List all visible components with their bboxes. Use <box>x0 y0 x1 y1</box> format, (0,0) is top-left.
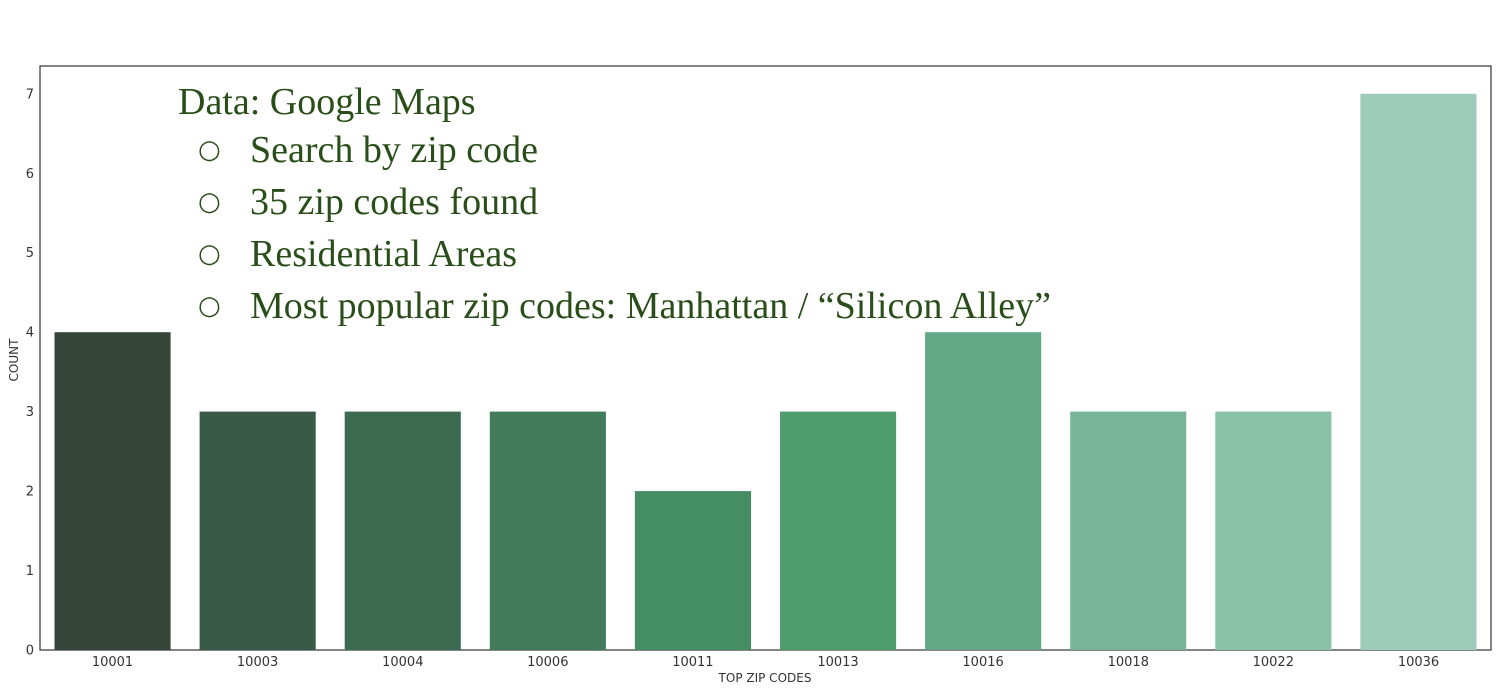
bullet-list: ○ Search by zip code ○ 35 zip codes found … <box>178 124 1051 332</box>
bar-10006 <box>489 411 606 650</box>
bullet-marker: ○ <box>198 239 221 269</box>
bullet-marker: ○ <box>198 291 221 321</box>
x-tick-label: 10022 <box>1253 655 1294 670</box>
bar-10018 <box>1070 411 1187 650</box>
y-tick-label: 5 <box>26 246 34 261</box>
bullet-marker: ○ <box>198 187 221 217</box>
bullet-item: ○ Search by zip code <box>178 124 1051 176</box>
bullet-marker: ○ <box>198 135 221 165</box>
bar-10016 <box>925 332 1042 650</box>
bullet-text: Most popular zip codes: Manhattan / “Sil… <box>250 285 1052 327</box>
y-tick-label: 3 <box>26 405 34 420</box>
y-tick-label: 0 <box>26 644 34 659</box>
bullet-item: ○ 35 zip codes found <box>178 176 1051 228</box>
bar-10011 <box>634 491 751 650</box>
y-tick-label: 2 <box>26 485 34 500</box>
x-tick-label: 10001 <box>92 655 133 670</box>
x-axis-label: TOP ZIP CODES <box>718 671 812 685</box>
bullet-text: Residential Areas <box>250 233 517 275</box>
x-tick-label: 10036 <box>1398 655 1439 670</box>
bar-10036 <box>1360 93 1477 651</box>
x-tick-label: 10016 <box>962 655 1003 670</box>
bullet-item: ○ Residential Areas <box>178 228 1051 280</box>
x-tick-label: 10006 <box>527 655 568 670</box>
y-tick-label: 4 <box>26 326 34 341</box>
bar-10013 <box>780 411 897 650</box>
bullet-text: Search by zip code <box>250 129 539 171</box>
bar-10022 <box>1215 411 1332 650</box>
plot-frame <box>39 65 1492 651</box>
bullet-text: 35 zip codes found <box>250 181 539 223</box>
overlay-heading: Data: Google Maps <box>178 81 476 123</box>
bullet-item: ○ Most popular zip codes: Manhattan / “Si… <box>178 280 1051 332</box>
x-tick-label: 10011 <box>672 655 713 670</box>
y-tick-label: 6 <box>26 167 34 182</box>
x-tick-label: 10003 <box>237 655 278 670</box>
text-overlay: Data: Google Maps ○ Search by zip code ○ 3… <box>178 80 1051 332</box>
y-axis-label: COUNT <box>7 338 21 382</box>
x-tick-label: 10004 <box>382 655 423 670</box>
bar-10001 <box>54 332 171 650</box>
bar-10004 <box>344 411 461 650</box>
y-tick-label: 1 <box>26 564 34 579</box>
x-tick-label: 10018 <box>1108 655 1149 670</box>
bar-10003 <box>199 411 316 650</box>
y-tick-label: 7 <box>26 87 34 102</box>
x-tick-label: 10013 <box>817 655 858 670</box>
